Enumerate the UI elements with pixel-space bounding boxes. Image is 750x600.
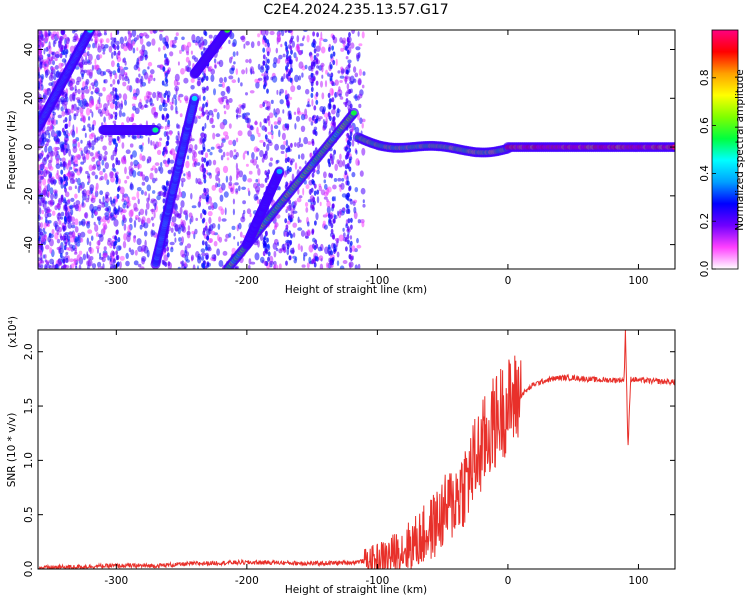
snr-background: [38, 330, 675, 569]
colorbar-tick-label: 0.8: [699, 69, 711, 86]
spectrogram-xlabel: Height of straight line (km): [285, 284, 427, 296]
snr-ylabel: SNR (10 * v/v): [6, 413, 18, 488]
snr-ticks: -300 -200 -100 0 100 0.0 0.5 1.0 1.5 2.0: [23, 330, 675, 587]
y-tick-label: -20: [23, 187, 35, 204]
y-tick-label: 0.0: [23, 561, 35, 578]
snr-frame: [37, 329, 676, 570]
y-tick-label: 1.5: [23, 398, 35, 415]
y-tick-label: 40: [23, 43, 35, 56]
colorbar-frame: [711, 29, 739, 270]
snr-xlabel: Height of straight line (km): [285, 584, 427, 596]
snr-series-line: [38, 330, 675, 569]
x-tick-label: -300: [104, 275, 128, 287]
colorbar-tick-label: 0.6: [699, 117, 711, 134]
y-tick-label: 0.5: [23, 506, 35, 523]
y-tick-label: -40: [23, 236, 35, 253]
colorbar-tick-label: 0.0: [699, 261, 711, 278]
colorbar-gradient: [712, 30, 738, 269]
y-tick-label: 1.0: [23, 452, 35, 469]
spectrogram-ylabel: Frequency (Hz): [6, 110, 18, 189]
snr-plot: [38, 330, 675, 569]
x-tick-label: 100: [628, 275, 648, 287]
colorbar-ticks: 0.0 0.2 0.4 0.6 0.8: [699, 69, 716, 277]
colorbar-tick-label: 0.2: [699, 213, 711, 230]
y-tick-label: 0: [23, 144, 35, 151]
x-tick-label: -100: [365, 275, 389, 287]
snr-multiplier: (x10⁴): [7, 316, 19, 348]
x-tick-label: 100: [628, 575, 648, 587]
colorbar: 0.0 0.2 0.4 0.6 0.8 Normalized spectral ampl…: [699, 29, 746, 277]
spectrogram-heatmap: [38, 30, 675, 269]
x-tick-label: 0: [505, 275, 512, 287]
x-tick-label: -100: [365, 575, 389, 587]
spectrogram-frame: [37, 29, 676, 270]
x-tick-label: -300: [104, 575, 128, 587]
x-tick-label: -200: [235, 575, 259, 587]
y-tick-label: 2.0: [23, 343, 35, 360]
y-tick-label: 20: [23, 92, 35, 105]
figure-title: C2E4.2024.235.13.57.G17: [263, 2, 448, 18]
colorbar-label: Normalized spectral amplitude: [734, 69, 746, 230]
x-tick-label: -200: [235, 275, 259, 287]
snr-panel: -300 -200 -100 0 100 0.0 0.5 1.0 1.5 2.0 Height o…: [6, 316, 676, 596]
x-tick-label: 0: [505, 575, 512, 587]
colorbar-tick-label: 0.4: [699, 165, 711, 182]
